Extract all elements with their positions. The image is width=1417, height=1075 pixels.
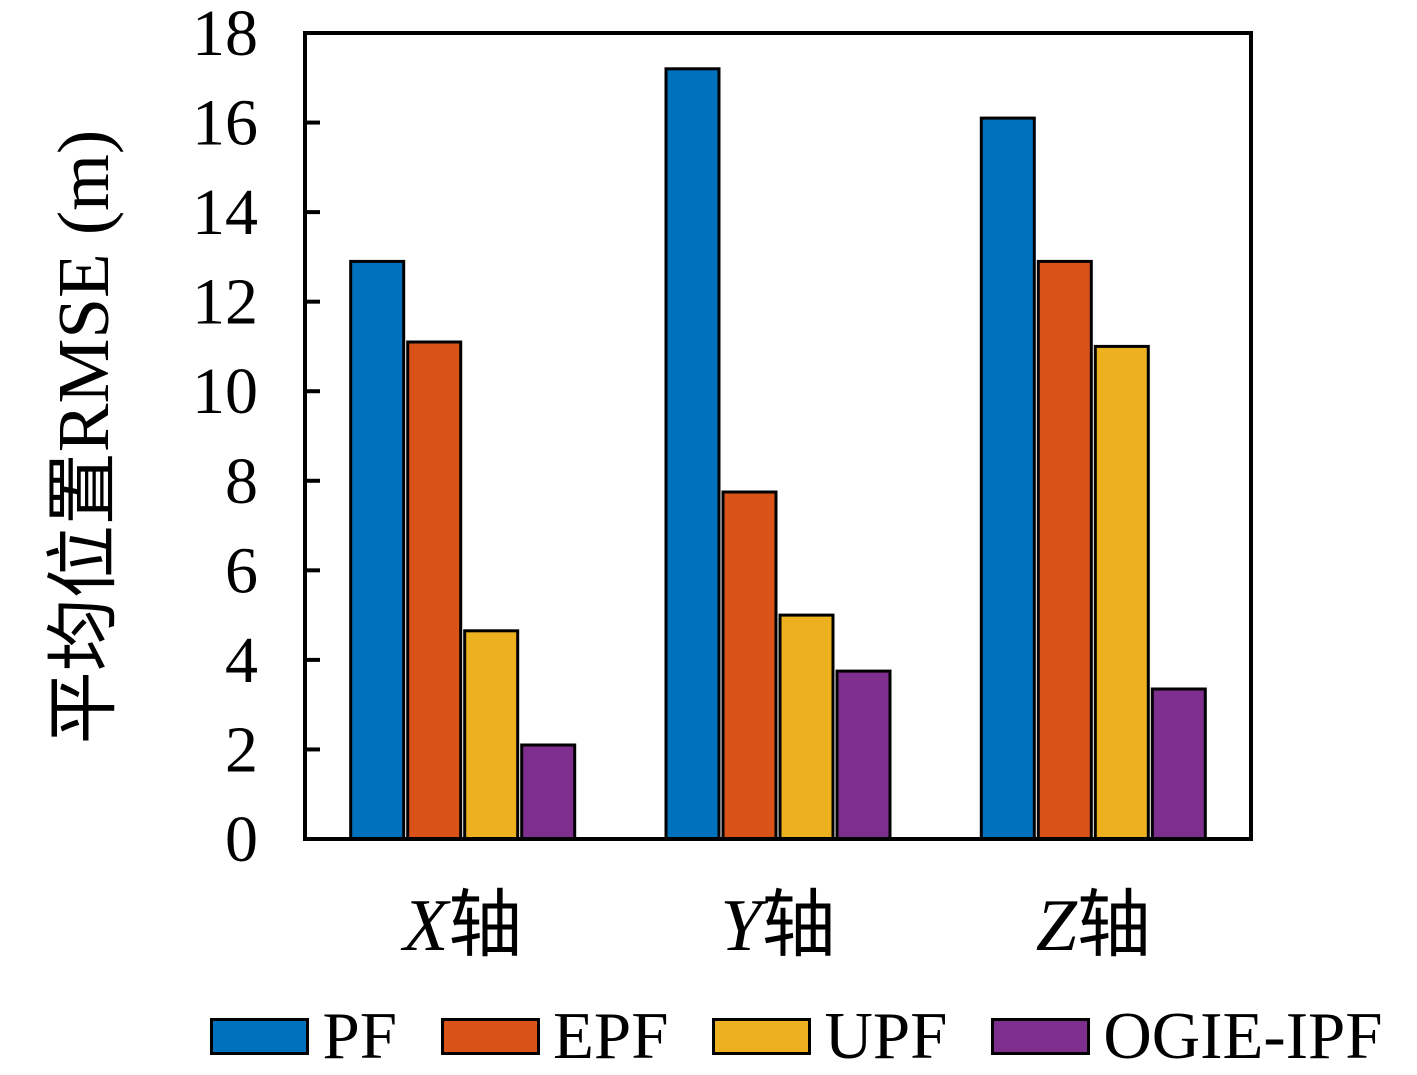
x-category-letter: X xyxy=(400,885,451,967)
x-category-word: 轴 xyxy=(1077,885,1151,967)
bar-pf-z xyxy=(979,116,1036,841)
legend-label-pf: PF xyxy=(322,999,397,1073)
legend-item-ogie-ipf: OGIE-IPF xyxy=(991,999,1383,1074)
x-category-letter: Y xyxy=(720,885,768,967)
bar-pf-y xyxy=(664,67,721,841)
y-tick-label-2: 2 xyxy=(225,713,258,786)
legend-item-epf: EPF xyxy=(441,999,669,1074)
legend-label-upf: UPF xyxy=(824,999,948,1073)
legend-label-epf: EPF xyxy=(553,999,669,1073)
bar-pf-x xyxy=(349,259,406,841)
y-tick-label-4: 4 xyxy=(225,624,258,697)
legend-swatch-ogie-ipf xyxy=(991,1018,1091,1056)
legend-label-ogie-ipf: OGIE-IPF xyxy=(1103,999,1383,1073)
x-category-letter: Z xyxy=(1036,885,1078,967)
legend: PF EPF UPF OGIE-IPF xyxy=(88,999,1417,1074)
legend-item-pf: PF xyxy=(210,999,397,1074)
bar-upf-x xyxy=(463,629,520,841)
x-category-label-y: Y轴 xyxy=(720,885,835,967)
x-category-label-z: Z轴 xyxy=(1036,885,1151,967)
y-tick-label-14: 14 xyxy=(192,176,258,249)
y-tick-label-8: 8 xyxy=(225,445,258,518)
y-tick-label-6: 6 xyxy=(225,534,258,607)
bar-upf-z xyxy=(1093,344,1150,841)
y-tick-label-12: 12 xyxy=(192,266,258,339)
y-tick-label-0: 0 xyxy=(225,803,258,876)
x-category-word: 轴 xyxy=(762,885,836,967)
bar-epf-x xyxy=(406,340,463,841)
legend-swatch-upf xyxy=(712,1018,812,1056)
x-category-word: 轴 xyxy=(448,885,522,967)
bar-ogie-ipf-x xyxy=(520,743,577,841)
bar-epf-y xyxy=(721,490,778,841)
legend-swatch-pf xyxy=(210,1018,310,1056)
bar-ogie-ipf-z xyxy=(1150,687,1207,841)
legend-swatch-epf xyxy=(441,1018,540,1056)
legend-item-upf: UPF xyxy=(712,999,948,1074)
y-tick-label-16: 16 xyxy=(192,87,258,160)
plot-border xyxy=(303,31,1253,841)
bar-ogie-ipf-y xyxy=(835,669,892,841)
bar-epf-z xyxy=(1036,259,1093,841)
y-tick-label-18: 18 xyxy=(192,0,258,70)
y-tick-label-10: 10 xyxy=(192,355,258,428)
bar-upf-y xyxy=(778,613,835,841)
y-axis-title: 平均位置RMSE (m) xyxy=(43,130,124,744)
x-category-label-x: X轴 xyxy=(400,885,522,967)
